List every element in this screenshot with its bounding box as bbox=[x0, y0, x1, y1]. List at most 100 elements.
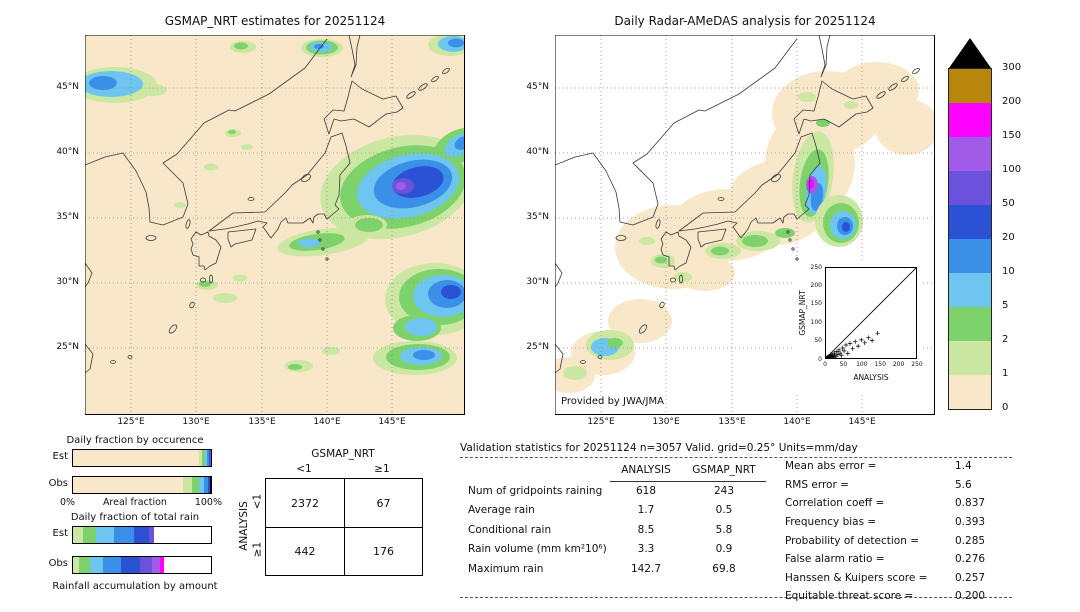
lon-tick-label: 135°E bbox=[718, 417, 746, 427]
score-label: Probability of detection = bbox=[785, 534, 920, 547]
bar-segment bbox=[73, 477, 184, 493]
bar-segment bbox=[154, 527, 211, 543]
value-gsmap: 243 bbox=[713, 484, 735, 497]
lat-tick-label: 35°N bbox=[526, 212, 549, 222]
colorbar-segment bbox=[949, 205, 991, 239]
areal-axis-max: 100% bbox=[194, 497, 222, 508]
score-value: 0.257 bbox=[955, 571, 986, 584]
right-map-lat-axis: 45°N 40°N 35°N 30°N 25°N bbox=[521, 35, 551, 415]
areal-axis-label: Areal fraction bbox=[102, 497, 167, 508]
right-map-precip-blobs bbox=[555, 62, 935, 393]
bar-segment bbox=[103, 557, 121, 573]
score-label: Equitable threat score = bbox=[785, 590, 914, 603]
bar-segment bbox=[96, 527, 115, 543]
inset-xtick-label: 250 bbox=[911, 361, 923, 368]
contingency-col-group: GSMAP_NRT bbox=[311, 448, 375, 460]
bar-segment bbox=[152, 557, 160, 573]
colorbar-level-label: 5 bbox=[1002, 300, 1009, 311]
contingency-col-headers: <1 ≥1 bbox=[265, 463, 421, 475]
value-analysis: 3.3 bbox=[637, 543, 655, 555]
occurrence-obs-bar bbox=[72, 476, 212, 494]
contingency-col-lt1: <1 bbox=[296, 463, 312, 475]
value-analysis: 618 bbox=[635, 484, 657, 497]
lon-tick-label: 140°E bbox=[783, 417, 811, 427]
row-label: Conditional rain bbox=[468, 523, 552, 536]
colorbar-level-label: 50 bbox=[1002, 198, 1015, 209]
inset-ytick-label: 0 bbox=[818, 355, 822, 363]
colorbar-level-label: 300 bbox=[1002, 62, 1022, 73]
inset-ytick-label: 250 bbox=[810, 263, 822, 271]
lat-tick-label: 45°N bbox=[56, 82, 79, 92]
colorbar: 300 200 150 100 50 20 10 5 2 1 0 bbox=[948, 38, 1048, 413]
bar-segment bbox=[89, 557, 104, 573]
totalrain-footer: Rainfall accumulation by amount bbox=[52, 581, 218, 592]
score-label: False alarm ratio = bbox=[785, 553, 885, 566]
score-value: 0.393 bbox=[955, 516, 986, 529]
totalrain-est-label: Est bbox=[52, 528, 68, 539]
data-provider-credit: Provided by JWA/JMA bbox=[561, 396, 664, 407]
lat-tick-label: 40°N bbox=[526, 147, 549, 157]
lat-tick-label: 35°N bbox=[56, 212, 79, 222]
colorbar-segment bbox=[949, 69, 991, 103]
colorbar-level-label: 20 bbox=[1002, 232, 1015, 243]
lon-tick-label: 125°E bbox=[587, 417, 615, 427]
divider-top bbox=[460, 457, 1012, 458]
bar-segment bbox=[120, 557, 140, 573]
bar-segment bbox=[192, 477, 200, 493]
inset-ytick-label: 50 bbox=[814, 337, 822, 345]
contingency-cell-11: 176 bbox=[344, 527, 422, 575]
validation-table: ANALYSIS GSMAP_NRT Num of gridpoints rai… bbox=[462, 461, 766, 579]
lon-tick-label: 130°E bbox=[182, 417, 210, 427]
scatter-points bbox=[825, 331, 880, 359]
score-label: Frequency bias = bbox=[785, 516, 877, 529]
contingency-cell-01: 67 bbox=[344, 479, 422, 527]
value-analysis: 1.7 bbox=[637, 504, 655, 516]
score-value: 0.276 bbox=[955, 553, 986, 566]
totalrain-obs-label: Obs bbox=[48, 558, 68, 569]
score-value: 0.200 bbox=[955, 590, 986, 603]
contingency-cell-10: 442 bbox=[266, 527, 344, 575]
inset-x-axis-label: ANALYSIS bbox=[853, 373, 889, 382]
lat-tick-label: 25°N bbox=[56, 342, 79, 352]
bar-segment bbox=[148, 527, 155, 543]
totalrain-est-bar bbox=[72, 526, 212, 544]
right-map-lon-axis: 125°E 130°E 135°E 140°E 145°E bbox=[555, 417, 935, 431]
totalrain-title: Daily fraction of total rain bbox=[70, 512, 200, 523]
colorbar-segment bbox=[949, 341, 991, 375]
occurrence-title: Daily fraction by occurence bbox=[66, 435, 204, 446]
colorbar-level-label: 100 bbox=[1002, 164, 1022, 175]
lon-tick-label: 130°E bbox=[652, 417, 680, 427]
row-label: Maximum rain bbox=[468, 562, 544, 575]
bar-segment bbox=[114, 527, 134, 543]
bar-segment bbox=[210, 477, 211, 493]
bar-segment bbox=[209, 477, 211, 493]
value-gsmap: 0.9 bbox=[715, 543, 733, 555]
bar-segment bbox=[209, 450, 211, 466]
colorbar-overflow-triangle bbox=[949, 38, 991, 68]
inset-yticks: 0 50 100 150 200 250 bbox=[805, 263, 823, 363]
colorbar-segment bbox=[949, 137, 991, 171]
colorbar-level-label: 1 bbox=[1002, 368, 1009, 379]
colorbar-segment bbox=[949, 103, 991, 137]
lat-tick-label: 45°N bbox=[526, 82, 549, 92]
colorbar-level-label: 2 bbox=[1002, 334, 1009, 345]
colorbar-level-label: 0 bbox=[1002, 402, 1009, 413]
left-map-precip-blobs bbox=[85, 35, 465, 375]
lat-tick-label: 30°N bbox=[526, 277, 549, 287]
bar-segment bbox=[73, 450, 200, 466]
bar-segment bbox=[199, 477, 205, 493]
identity-line bbox=[825, 267, 917, 359]
validation-title: Validation statistics for 20251124 n=305… bbox=[460, 442, 858, 454]
occurrence-obs-label: Obs bbox=[48, 478, 68, 489]
lon-tick-label: 135°E bbox=[248, 417, 276, 427]
bar-segment bbox=[183, 477, 193, 493]
inset-ytick-label: 200 bbox=[810, 281, 822, 289]
inset-xtick-label: 100 bbox=[856, 361, 868, 368]
colorbar-level-label: 150 bbox=[1002, 130, 1022, 141]
bar-segment bbox=[159, 557, 165, 573]
colorbar-segment bbox=[949, 171, 991, 205]
score-value: 5.6 bbox=[955, 478, 972, 491]
bar-segment bbox=[204, 477, 208, 493]
bar-segment bbox=[79, 557, 90, 573]
score-value: 0.285 bbox=[955, 534, 986, 547]
